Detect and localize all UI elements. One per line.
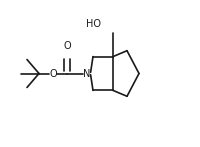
Text: N: N xyxy=(83,69,91,78)
Text: O: O xyxy=(49,69,57,78)
Text: O: O xyxy=(63,41,71,51)
Text: HO: HO xyxy=(86,19,101,29)
